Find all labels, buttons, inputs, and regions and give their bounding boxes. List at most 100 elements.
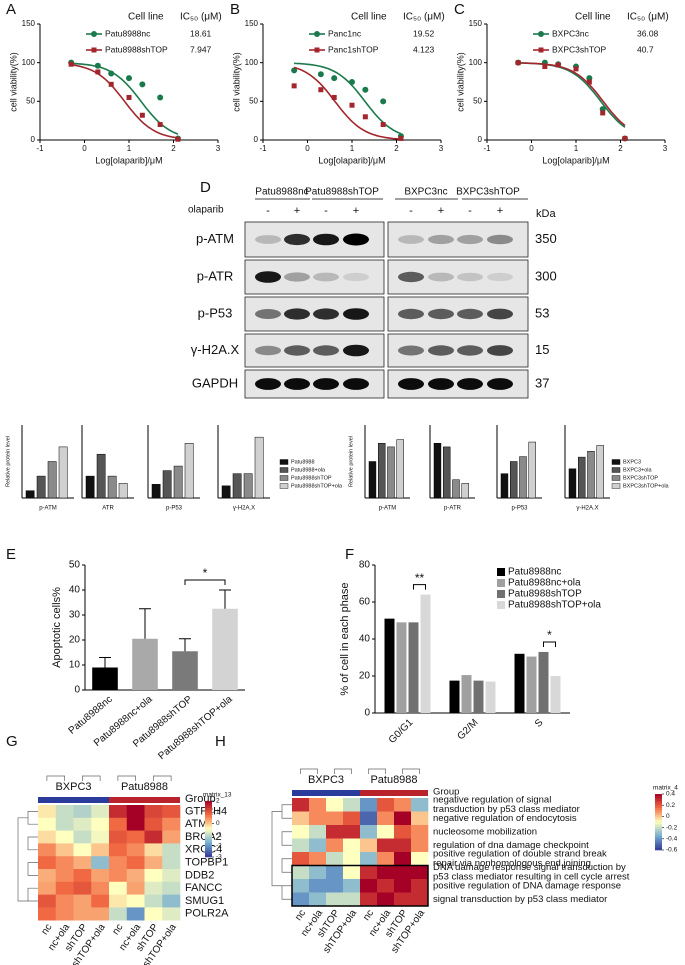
legend-swatch (279, 459, 289, 465)
mw-unit: kDa (536, 208, 556, 220)
heatmap-cell (377, 879, 395, 893)
bar (172, 651, 198, 690)
dendrogram (368, 768, 386, 774)
heatmap-cell (144, 830, 163, 844)
heatmap-cell (91, 907, 110, 921)
y-axis-label: cell viability(%) (8, 52, 18, 112)
legend-gradient (205, 812, 212, 816)
legend-value: 7.947 (190, 44, 212, 54)
y-axis-label: Relative protein level (348, 436, 354, 487)
blot-band (428, 378, 454, 390)
legend-symbol (538, 31, 544, 37)
row-label: XRCC4 (185, 844, 222, 856)
panel-label: G (6, 733, 18, 750)
blot-band (313, 378, 339, 390)
blot-band (255, 378, 281, 390)
legend-gradient (205, 854, 212, 858)
legend-gradient (205, 824, 212, 827)
heatmap-cell (38, 843, 57, 857)
blot-band (428, 234, 454, 245)
significance-bracket (184, 579, 226, 585)
heatmap-cell (360, 892, 378, 907)
significance-label: ** (415, 571, 425, 585)
treatment-sign: + (353, 205, 359, 217)
blot-group-label: Patu8988shTOP (305, 187, 379, 198)
heatmap-cell (309, 838, 327, 853)
heatmap-cell (73, 869, 92, 883)
heatmap-cell (91, 817, 110, 831)
bar (528, 441, 536, 499)
legend-label: Patu8988+ola (291, 467, 326, 473)
bar (568, 468, 577, 499)
legend-label: BXPC3shTOP (552, 44, 607, 54)
blot-band (284, 233, 310, 246)
bar (151, 484, 161, 499)
bar (538, 651, 549, 713)
x-tick-label: 1 (574, 144, 579, 153)
heatmap-cell (91, 881, 110, 895)
column-label: nc (361, 908, 376, 923)
blot-band (398, 271, 424, 283)
row-label: FANCC (185, 882, 222, 894)
legend-label: BXPC3shTOP+ola (623, 483, 670, 489)
fit-curve (518, 62, 626, 128)
protein-label: p-ATR (197, 268, 234, 283)
error-bar (179, 638, 191, 652)
molecular-weight: 350 (535, 231, 557, 246)
data-point (108, 81, 114, 87)
heatmap-cell (109, 907, 128, 921)
heatmap-cell (73, 894, 92, 908)
heatmap-cell (55, 817, 74, 831)
row-label: TOPBP1 (185, 857, 228, 869)
heatmap-cell (394, 811, 412, 826)
heatmap-cell (326, 838, 344, 853)
bar (387, 446, 395, 499)
x-tick-label: 3 (216, 144, 221, 153)
heatmap-cell (109, 830, 128, 844)
heatmap-cell (38, 869, 57, 883)
dendrogram (300, 768, 318, 774)
heatmap-cell (55, 881, 74, 895)
bar (232, 473, 242, 499)
dendrogram (17, 817, 28, 902)
data-point (318, 87, 324, 93)
data-point (126, 75, 132, 82)
legend-tick-label: -0.4 (666, 836, 678, 843)
legend-gradient (655, 798, 662, 802)
heatmap-cell (126, 805, 145, 819)
x-tick-label: p-P53 (166, 506, 183, 512)
fit-curve (71, 63, 179, 139)
heatmap-cell (55, 830, 74, 844)
legend-value: 4.123 (413, 44, 435, 54)
heatmap-cell (55, 843, 74, 857)
y-tick-label: 40 (359, 634, 371, 645)
y-tick-label: 0 (74, 685, 80, 696)
heatmap-cell (343, 852, 361, 866)
bar (433, 443, 442, 499)
heatmap-cell (343, 892, 361, 907)
blot-band (487, 378, 513, 390)
legend-symbol (538, 47, 544, 53)
bar (47, 461, 57, 499)
legend-swatch (497, 590, 505, 598)
heatmap-cell (394, 892, 412, 907)
row-label: transduction by p53 class mediator (433, 804, 580, 815)
heatmap-cell (162, 894, 181, 908)
heatmap-cell (309, 892, 327, 907)
blot-band (255, 345, 281, 356)
data-point (349, 79, 355, 85)
blot-band (457, 272, 483, 282)
legend-swatch (497, 568, 505, 576)
bar (473, 680, 484, 713)
bar (587, 451, 595, 499)
heatmap-cell (360, 879, 378, 893)
heatmap-cell (38, 856, 57, 870)
x-tick-label: 0 (82, 144, 87, 153)
heatmap-cell (411, 879, 429, 893)
legend-swatch (497, 579, 505, 587)
heatmap-cell (162, 830, 181, 844)
legend-symbol (314, 47, 320, 53)
data-point (157, 94, 164, 101)
heatmap-cell (73, 843, 92, 857)
legend-label: BXPC3shTOP (623, 475, 658, 481)
